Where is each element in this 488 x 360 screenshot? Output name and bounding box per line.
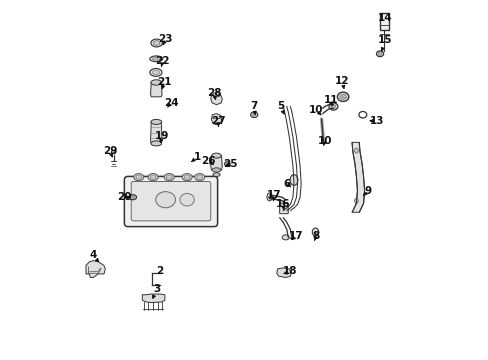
- Ellipse shape: [151, 141, 162, 146]
- Ellipse shape: [337, 92, 348, 102]
- Ellipse shape: [180, 193, 194, 206]
- Ellipse shape: [149, 68, 162, 76]
- Text: 21: 21: [157, 77, 171, 87]
- Ellipse shape: [151, 80, 162, 85]
- Ellipse shape: [354, 148, 357, 153]
- Ellipse shape: [166, 175, 172, 179]
- Ellipse shape: [131, 196, 134, 198]
- Ellipse shape: [133, 174, 143, 181]
- Ellipse shape: [312, 228, 318, 236]
- FancyBboxPatch shape: [379, 13, 388, 30]
- Ellipse shape: [196, 175, 202, 179]
- Ellipse shape: [225, 163, 228, 165]
- Polygon shape: [276, 268, 290, 278]
- Text: 20: 20: [117, 192, 131, 202]
- Ellipse shape: [282, 235, 289, 240]
- Text: 3: 3: [153, 284, 160, 294]
- Ellipse shape: [111, 150, 116, 154]
- Ellipse shape: [289, 175, 297, 185]
- Ellipse shape: [378, 52, 381, 55]
- Polygon shape: [142, 294, 164, 303]
- Ellipse shape: [224, 162, 230, 166]
- Ellipse shape: [153, 41, 160, 45]
- Ellipse shape: [330, 105, 335, 108]
- Text: 12: 12: [334, 76, 349, 86]
- FancyBboxPatch shape: [124, 176, 217, 226]
- Ellipse shape: [152, 57, 160, 60]
- Ellipse shape: [212, 93, 220, 97]
- Ellipse shape: [266, 193, 272, 201]
- Polygon shape: [211, 114, 221, 125]
- Ellipse shape: [164, 174, 174, 181]
- Text: 14: 14: [377, 13, 391, 23]
- Text: 24: 24: [163, 98, 178, 108]
- Ellipse shape: [212, 168, 221, 172]
- Text: 6: 6: [283, 179, 290, 189]
- Text: 25: 25: [223, 159, 238, 169]
- Ellipse shape: [194, 174, 204, 181]
- Ellipse shape: [184, 175, 190, 179]
- Ellipse shape: [252, 113, 255, 116]
- Ellipse shape: [376, 51, 383, 57]
- Ellipse shape: [155, 192, 175, 208]
- Ellipse shape: [128, 195, 136, 200]
- Text: 28: 28: [206, 88, 221, 98]
- Ellipse shape: [136, 175, 142, 179]
- Text: 10: 10: [318, 136, 332, 145]
- Text: 17: 17: [288, 231, 303, 240]
- Ellipse shape: [211, 153, 221, 158]
- Ellipse shape: [151, 39, 162, 47]
- Text: 29: 29: [102, 145, 117, 156]
- Polygon shape: [86, 261, 105, 278]
- Ellipse shape: [150, 175, 156, 179]
- Text: 10: 10: [308, 105, 323, 115]
- Polygon shape: [150, 82, 162, 97]
- Text: 13: 13: [369, 116, 384, 126]
- Ellipse shape: [328, 103, 337, 110]
- Text: 5: 5: [276, 102, 284, 112]
- Text: 22: 22: [155, 56, 170, 66]
- Polygon shape: [351, 142, 364, 212]
- Ellipse shape: [182, 174, 192, 181]
- FancyBboxPatch shape: [131, 181, 210, 221]
- Text: 7: 7: [250, 102, 257, 112]
- Ellipse shape: [250, 112, 257, 118]
- Text: 2: 2: [156, 266, 163, 276]
- Ellipse shape: [354, 198, 357, 203]
- Text: 9: 9: [364, 186, 371, 196]
- Text: 19: 19: [155, 131, 169, 141]
- Text: 16: 16: [275, 199, 290, 210]
- Polygon shape: [210, 94, 222, 105]
- Text: 17: 17: [267, 190, 282, 200]
- Ellipse shape: [151, 120, 162, 125]
- Polygon shape: [210, 154, 222, 172]
- Text: 4: 4: [89, 250, 97, 260]
- Polygon shape: [150, 122, 162, 143]
- Text: 8: 8: [312, 231, 319, 240]
- Ellipse shape: [152, 70, 159, 75]
- Ellipse shape: [212, 173, 220, 176]
- Text: 23: 23: [158, 35, 172, 44]
- Text: 15: 15: [377, 35, 391, 45]
- Ellipse shape: [148, 174, 158, 181]
- Text: 26: 26: [201, 156, 215, 166]
- Text: 1: 1: [194, 152, 201, 162]
- Text: 27: 27: [210, 116, 225, 126]
- Text: 11: 11: [323, 95, 337, 105]
- Ellipse shape: [339, 94, 346, 99]
- Ellipse shape: [149, 56, 163, 62]
- Text: 18: 18: [283, 266, 297, 276]
- FancyBboxPatch shape: [279, 203, 287, 214]
